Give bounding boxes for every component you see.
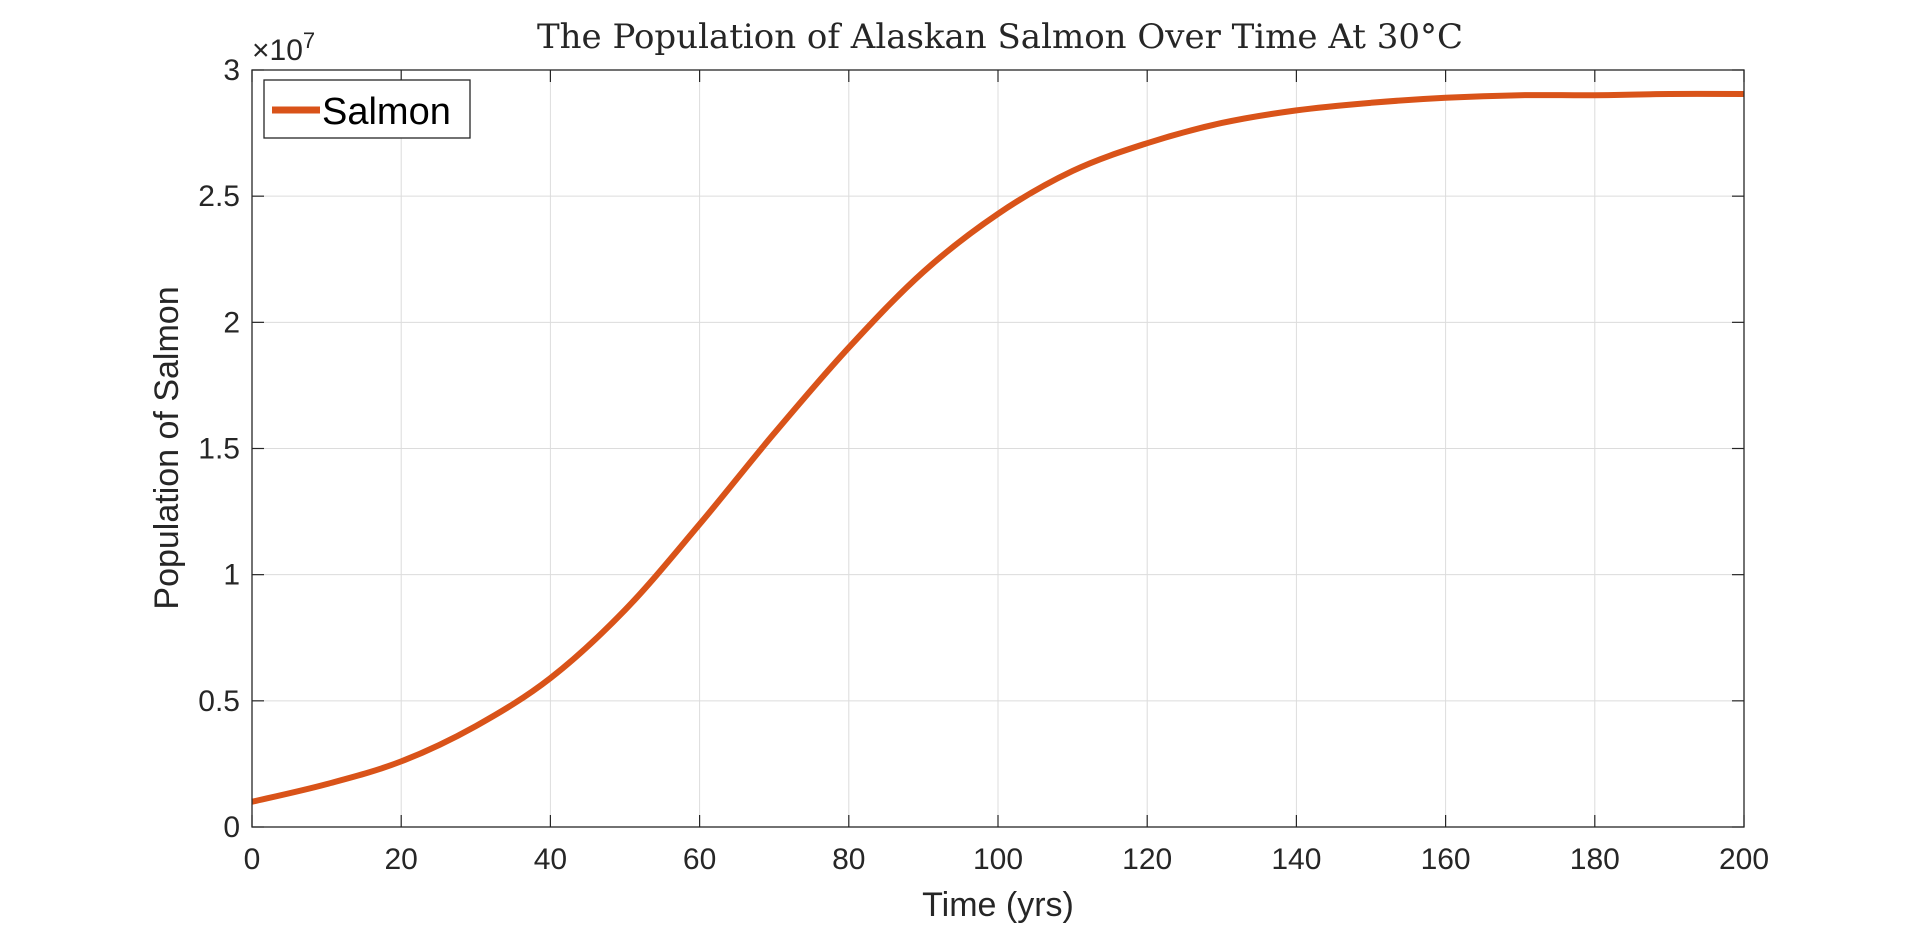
y-exponent-power: 7 [303,28,315,53]
legend-label-salmon: Salmon [322,91,451,133]
x-tick-label: 140 [1271,843,1321,876]
x-tick-label: 60 [683,843,716,876]
x-tick-label: 100 [973,843,1023,876]
plot-frame [251,69,1745,828]
y-tick-label: 2.5 [198,180,240,213]
series-layer [251,90,1745,805]
x-axis-label: Time (yrs) [922,886,1074,924]
y-tick-label: 1 [223,559,240,592]
legend[interactable]: Salmon [263,79,471,139]
y-tick-label: 2 [223,306,240,339]
x-tick-label: 200 [1719,843,1769,876]
x-tick-labels: 0 20 40 60 80 100 120 140 160 180 200 [244,843,1769,876]
series-line-salmon [251,90,1745,805]
chart-title: The Population of Alaskan Salmon Over Ti… [537,17,1463,57]
y-tick-labels: 0 0.5 1 1.5 2 2.5 3 [198,54,240,844]
y-tick-label: 1.5 [198,433,240,466]
x-tick-label: 180 [1570,843,1620,876]
x-tick-label: 80 [832,843,865,876]
y-exponent-label: ×107 [252,28,315,67]
plot-area [251,69,1745,828]
x-tick-label: 120 [1122,843,1172,876]
x-tick-label: 20 [385,843,418,876]
svg-text:×107: ×107 [252,28,315,67]
y-axis-label: Population of Salmon [148,286,186,609]
x-tick-label: 0 [244,843,261,876]
y-tick-label: 3 [223,54,240,87]
x-tick-label: 40 [534,843,567,876]
x-tick-label: 160 [1421,843,1471,876]
y-tick-label: 0.5 [198,685,240,718]
y-tick-label: 0 [223,811,240,844]
y-exponent-base: ×10 [252,34,303,67]
